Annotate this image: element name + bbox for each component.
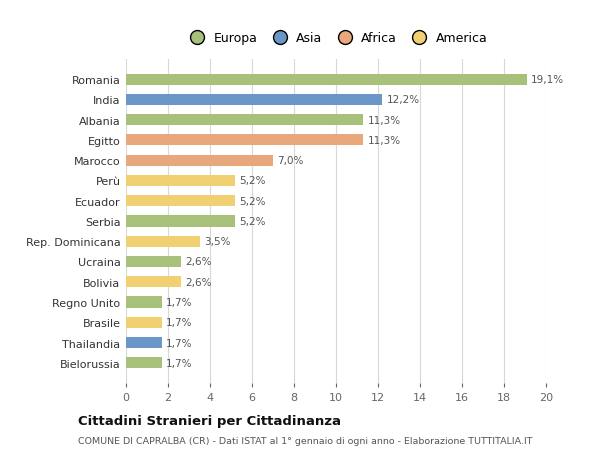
Text: 2,6%: 2,6% [185,257,211,267]
Bar [126,358,162,369]
Text: 1,7%: 1,7% [166,358,193,368]
Text: 19,1%: 19,1% [532,75,565,85]
Legend: Europa, Asia, Africa, America: Europa, Asia, Africa, America [179,27,493,50]
Text: 12,2%: 12,2% [386,95,419,105]
Text: 3,5%: 3,5% [204,237,230,246]
Text: 5,2%: 5,2% [239,196,266,206]
Bar [126,95,382,106]
Text: COMUNE DI CAPRALBA (CR) - Dati ISTAT al 1° gennaio di ogni anno - Elaborazione T: COMUNE DI CAPRALBA (CR) - Dati ISTAT al … [78,436,533,445]
Bar [126,297,162,308]
Bar [126,135,364,146]
Bar [126,256,181,268]
Text: 5,2%: 5,2% [239,217,266,226]
Text: 5,2%: 5,2% [239,176,266,186]
Bar [126,236,199,247]
Bar [126,196,235,207]
Bar [126,317,162,328]
Text: 1,7%: 1,7% [166,297,193,308]
Text: 11,3%: 11,3% [367,115,401,125]
Bar [126,74,527,85]
Text: Cittadini Stranieri per Cittadinanza: Cittadini Stranieri per Cittadinanza [78,414,341,428]
Text: 11,3%: 11,3% [367,135,401,146]
Bar [126,277,181,288]
Text: 1,7%: 1,7% [166,338,193,348]
Text: 7,0%: 7,0% [277,156,304,166]
Bar [126,115,364,126]
Bar [126,216,235,227]
Bar [126,175,235,187]
Text: 1,7%: 1,7% [166,318,193,328]
Text: 2,6%: 2,6% [185,277,211,287]
Bar [126,337,162,348]
Bar [126,155,273,166]
